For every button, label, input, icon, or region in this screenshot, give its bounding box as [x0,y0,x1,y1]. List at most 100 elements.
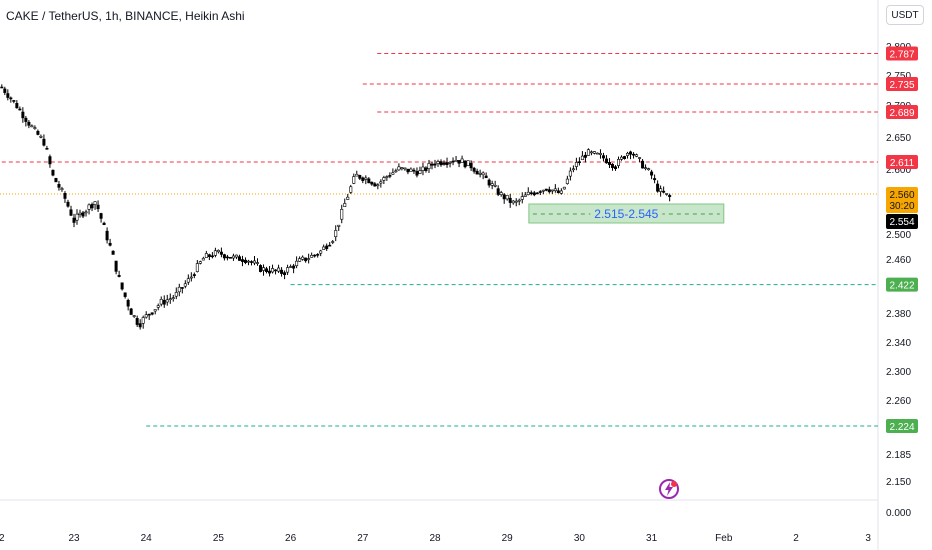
candle-body [412,169,416,172]
candle-body [108,242,112,246]
candle-body [617,159,621,166]
candle-body [207,254,211,258]
candle-body [580,155,584,161]
candle-body [565,178,569,184]
candle-body [246,260,250,263]
candle-body [601,155,605,159]
candle-body [469,162,473,169]
candle-body [433,163,437,166]
candle-body [66,201,70,207]
candle-body [626,152,630,156]
candle-body [21,111,25,119]
candle-body [391,172,395,175]
candle-body [553,188,557,192]
candle-body [445,162,449,165]
candle-body [427,163,431,169]
x-tick-label: 30 [574,533,586,544]
candle-body [595,152,599,155]
candle-body [186,278,190,283]
candle-body [69,209,73,216]
candle-body [132,315,136,317]
candle-body [340,209,344,220]
candle-body [421,166,425,171]
candle-body [367,178,371,184]
candle-body [665,193,669,195]
x-tick-label: 31 [646,533,658,544]
candle-body [45,148,49,150]
candle-body [213,250,217,256]
candle-body [96,204,100,210]
candle-body [385,176,389,178]
candle-body [57,183,61,188]
resistance-price-tag [886,77,918,91]
candle-body [448,162,452,164]
resistance-price-tag [886,105,918,120]
candle-body [63,193,67,199]
resistance-price-tag [886,46,918,61]
lightning-logo-icon[interactable] [658,478,680,500]
candle-body [111,250,115,255]
candle-body [201,258,205,261]
candle-body [271,268,275,273]
y-tick-label: 2.340 [886,338,911,349]
candle-body [382,177,386,181]
currency-button[interactable]: USDT [886,5,924,25]
candle-body [126,299,130,307]
candle-body [457,160,461,164]
candle-body [653,178,657,181]
resistance-price-label: 2.735 [889,80,914,91]
candle-body [280,269,284,274]
y-tick-label: 0.000 [886,508,911,519]
x-tick-label: 28 [429,533,441,544]
candle-body [613,166,617,170]
candle-body [490,183,494,186]
candle-body [286,267,290,273]
candle-body [84,211,88,214]
candle-body [81,212,85,217]
candle-body [292,265,296,269]
candle-body [259,265,263,272]
candle-body [72,217,76,223]
candle-body [27,121,31,126]
candle-body [523,194,527,197]
candle-body [632,153,636,156]
candle-body [36,130,40,135]
x-tick-label: Feb [715,533,733,544]
candle-body [668,195,672,197]
candle-body [481,172,485,176]
candle-body [598,153,602,155]
candle-body [635,154,639,157]
y-tick-label: 2.750 [886,71,911,82]
candle-body [547,189,551,193]
candle-body [78,212,82,215]
candle-body [243,259,247,263]
last-price-tag [886,214,918,229]
candle-body [535,192,539,195]
candle-body [298,258,302,262]
candle-body [532,192,536,196]
candle-body [650,171,654,176]
chart-title: CAKE / TetherUS, 1h, BINANCE, Heikin Ash… [6,9,245,23]
y-tick-label: 2.380 [886,309,911,320]
candle-body [586,149,590,156]
candle-body [228,257,232,259]
candle-body [355,173,359,177]
x-tick-label: 24 [141,533,153,544]
candle-body [361,177,365,181]
candle-body [662,190,666,193]
candle-body [24,117,28,122]
candle-body [219,251,223,255]
candle-body [659,188,663,192]
y-tick-label: 2.300 [886,367,911,378]
y-tick-label: 2.650 [886,133,911,144]
current-price-label: 2.560 [889,190,914,201]
candle-body [117,275,121,277]
candle-body [48,156,52,165]
candle-body [589,151,593,154]
candle-body [183,283,187,287]
candle-body [198,261,202,264]
candle-body [397,166,401,171]
candle-body [478,172,482,175]
candle-body [484,175,488,179]
